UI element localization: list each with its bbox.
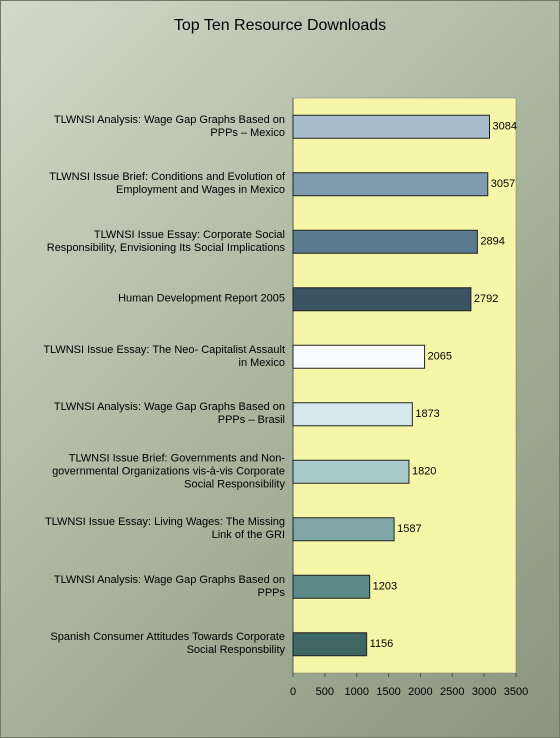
x-tick-label: 3000 <box>472 686 496 698</box>
value-label: 1587 <box>397 523 421 535</box>
category-label: TLWNSI Issue Essay: The Neo- Capitalist … <box>43 343 285 369</box>
value-label: 1873 <box>415 408 439 420</box>
bar <box>292 344 426 369</box>
bar <box>292 229 478 254</box>
bar <box>292 517 395 542</box>
bar <box>292 632 368 657</box>
x-tick-label: 1500 <box>376 686 400 698</box>
category-label: TLWNSI Analysis: Wage Gap Graphs Based o… <box>53 113 285 139</box>
bar <box>292 172 489 197</box>
value-label: 2894 <box>480 236 504 248</box>
category-label: TLWNSI Analysis: Wage Gap Graphs Based o… <box>53 401 285 427</box>
category-label: Human Development Report 2005 <box>118 292 285 305</box>
value-label: 3084 <box>492 121 516 133</box>
bar <box>292 459 410 484</box>
bar <box>292 574 371 599</box>
x-tick-label: 1000 <box>344 686 368 698</box>
value-label: 2065 <box>428 351 452 363</box>
bar <box>292 114 490 139</box>
category-label: Spanish Consumer Attitudes Towards Corpo… <box>50 631 285 657</box>
value-label: 1203 <box>373 581 397 593</box>
category-label: TLWNSI Issue Essay: Living Wages: The Mi… <box>44 516 285 542</box>
value-label: 2792 <box>474 293 498 305</box>
x-tick-label: 2000 <box>408 686 432 698</box>
value-label: 1156 <box>370 638 394 650</box>
category-label: TLWNSI Issue Essay: Corporate Social Res… <box>46 228 285 254</box>
bar <box>292 287 472 312</box>
x-tick-label: 500 <box>316 686 334 698</box>
bar <box>292 402 413 427</box>
chart-title: Top Ten Resource Downloads <box>173 17 387 34</box>
x-tick-label: 2500 <box>440 686 464 698</box>
category-label: TLWNSI Analysis: Wage Gap Graphs Based o… <box>53 573 285 599</box>
value-label: 1820 <box>412 466 436 478</box>
x-tick-label: 0 <box>290 686 296 698</box>
value-label: 3057 <box>491 178 515 190</box>
x-tick-label: 3500 <box>504 686 528 698</box>
category-label: TLWNSI Issue Brief: Conditions and Evolu… <box>49 171 285 197</box>
category-label: TLWNSI Issue Brief: Governments and Non-… <box>52 452 285 491</box>
